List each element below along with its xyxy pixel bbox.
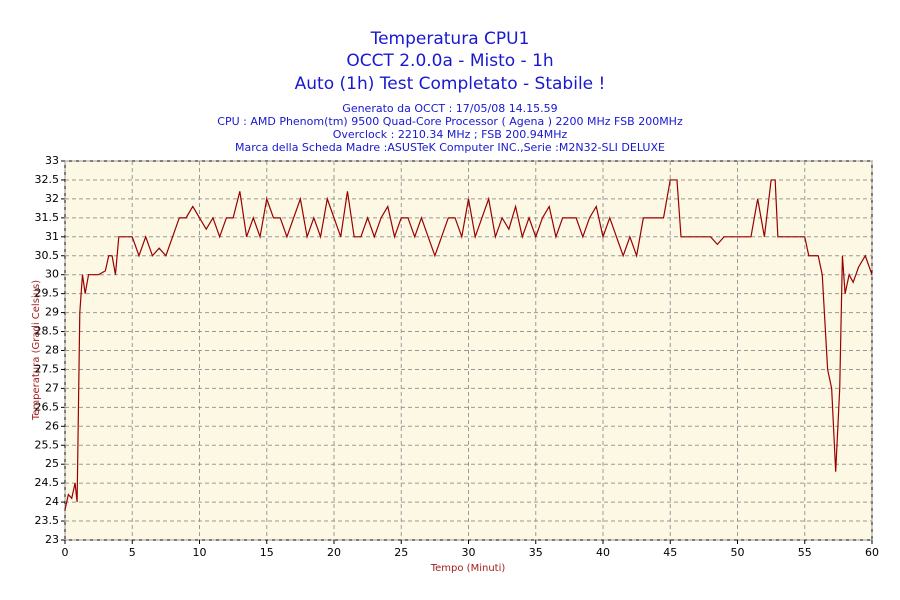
x-axis-title: Tempo (Minuti) — [430, 563, 506, 574]
y-tick-label: 27.5 — [35, 362, 60, 375]
subtitle: CPU : AMD Phenom(tm) 9500 Quad-Core Proc… — [217, 115, 683, 128]
y-tick-label: 29 — [45, 306, 59, 319]
y-tick-label: 30 — [45, 268, 59, 281]
x-tick-label: 35 — [529, 546, 543, 559]
subtitle: Marca della Scheda Madre :ASUSTeK Comput… — [235, 141, 665, 154]
x-tick-label: 25 — [394, 546, 408, 559]
y-tick-label: 29.5 — [35, 287, 60, 300]
y-tick-label: 28.5 — [35, 325, 60, 338]
title: Auto (1h) Test Completato - Stabile ! — [295, 74, 606, 94]
x-tick-label: 45 — [663, 546, 677, 559]
y-tick-label: 24.5 — [35, 476, 60, 489]
x-tick-label: 55 — [798, 546, 812, 559]
x-tick-label: 10 — [193, 546, 207, 559]
x-tick-label: 30 — [462, 546, 476, 559]
y-tick-label: 23.5 — [35, 514, 60, 527]
x-tick-label: 15 — [260, 546, 274, 559]
subtitle: Generato da OCCT : 17/05/08 14.15.59 — [342, 102, 557, 115]
x-tick-label: 5 — [129, 546, 136, 559]
y-tick-label: 28 — [45, 344, 59, 357]
x-tick-label: 0 — [62, 546, 69, 559]
line — [64, 179, 873, 510]
subtitle: Overclock : 2210.34 MHz ; FSB 200.94MHz — [333, 128, 568, 141]
x-tick-label: 60 — [865, 546, 879, 559]
y-tick-label: 30.5 — [35, 249, 60, 262]
y-tick-label: 24 — [45, 495, 59, 508]
y-tick-label: 32.5 — [35, 173, 60, 186]
x-tick-label: 40 — [596, 546, 610, 559]
title: Temperatura CPU1 — [370, 29, 530, 49]
x-tick-label: 50 — [731, 546, 745, 559]
y-tick-label: 26 — [45, 419, 59, 432]
y-tick-label: 31 — [45, 230, 59, 243]
title: OCCT 2.0.0a - Misto - 1h — [346, 51, 553, 71]
y-tick-label: 27 — [45, 381, 59, 394]
y-tick-label: 31.5 — [35, 211, 60, 224]
x-tick-label: 20 — [327, 546, 341, 559]
y-tick-label: 25 — [45, 457, 59, 470]
y-tick-label: 26.5 — [35, 400, 60, 413]
y-tick-label: 33 — [45, 154, 59, 167]
y-tick-label: 23 — [45, 533, 59, 546]
y-tick-label: 32 — [45, 192, 59, 205]
y-tick-label: 25.5 — [35, 438, 60, 451]
y-axis-title: Temperatura (Gradi Celsius) — [31, 280, 42, 421]
